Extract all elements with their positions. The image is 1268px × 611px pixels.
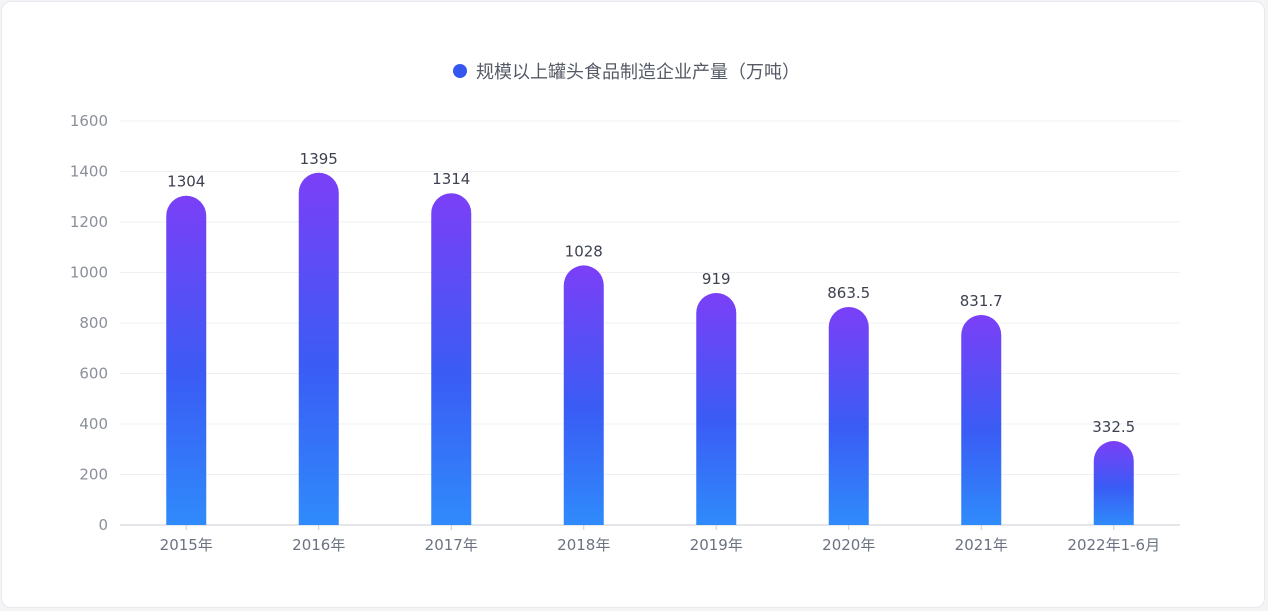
x-tick-label: 2018年 xyxy=(557,536,610,554)
bar[interactable] xyxy=(696,292,737,525)
grid-lines xyxy=(120,120,1180,475)
data-label: 863.5 xyxy=(827,284,870,302)
x-tick-label: 2022年1-6月 xyxy=(1067,536,1160,554)
bar[interactable] xyxy=(563,265,604,525)
data-label: 831.7 xyxy=(960,292,1003,310)
bar[interactable] xyxy=(961,314,1002,525)
y-tick-label: 800 xyxy=(79,314,108,332)
y-axis: 0 200 400 600 800 1000 1200 1400 1600 xyxy=(70,112,108,534)
bar[interactable] xyxy=(166,195,207,525)
x-tick-label: 2019年 xyxy=(690,536,743,554)
data-label: 332.5 xyxy=(1092,418,1135,436)
bar[interactable] xyxy=(1093,441,1134,525)
data-label: 1304 xyxy=(167,173,205,191)
y-tick-label: 1000 xyxy=(70,264,108,282)
x-tick-label: 2015年 xyxy=(160,536,213,554)
legend[interactable]: 规模以上罐头食品制造企业产量（万吨） xyxy=(453,62,800,83)
y-tick-label: 1200 xyxy=(70,213,108,231)
x-tick-label: 2020年 xyxy=(822,536,875,554)
x-tick-label: 2016年 xyxy=(292,536,345,554)
legend-label: 规模以上罐头食品制造企业产量（万吨） xyxy=(476,62,800,83)
x-tick-label: 2021年 xyxy=(955,536,1008,554)
data-label: 1028 xyxy=(565,242,603,260)
x-axis: 2015年 2016年 2017年 2018年 2019年 2020年 2021年 2022年… xyxy=(160,525,1160,554)
y-tick-label: 600 xyxy=(79,365,108,383)
legend-marker xyxy=(453,64,467,78)
y-tick-label: 0 xyxy=(98,516,108,534)
bars xyxy=(166,172,1134,525)
y-tick-label: 1600 xyxy=(70,112,108,130)
bar[interactable] xyxy=(828,306,869,525)
y-tick-label: 1400 xyxy=(70,163,108,181)
data-label: 1395 xyxy=(300,150,338,168)
data-label: 1314 xyxy=(432,170,470,188)
value-labels: 1304 1395 1314 1028 919 863.5 831.7 332.5 xyxy=(167,150,1135,436)
data-label: 919 xyxy=(702,270,731,288)
bar[interactable] xyxy=(431,193,472,525)
y-tick-label: 200 xyxy=(79,466,108,484)
y-tick-label: 400 xyxy=(79,415,108,433)
bar[interactable] xyxy=(298,172,339,525)
x-tick-label: 2017年 xyxy=(425,536,478,554)
